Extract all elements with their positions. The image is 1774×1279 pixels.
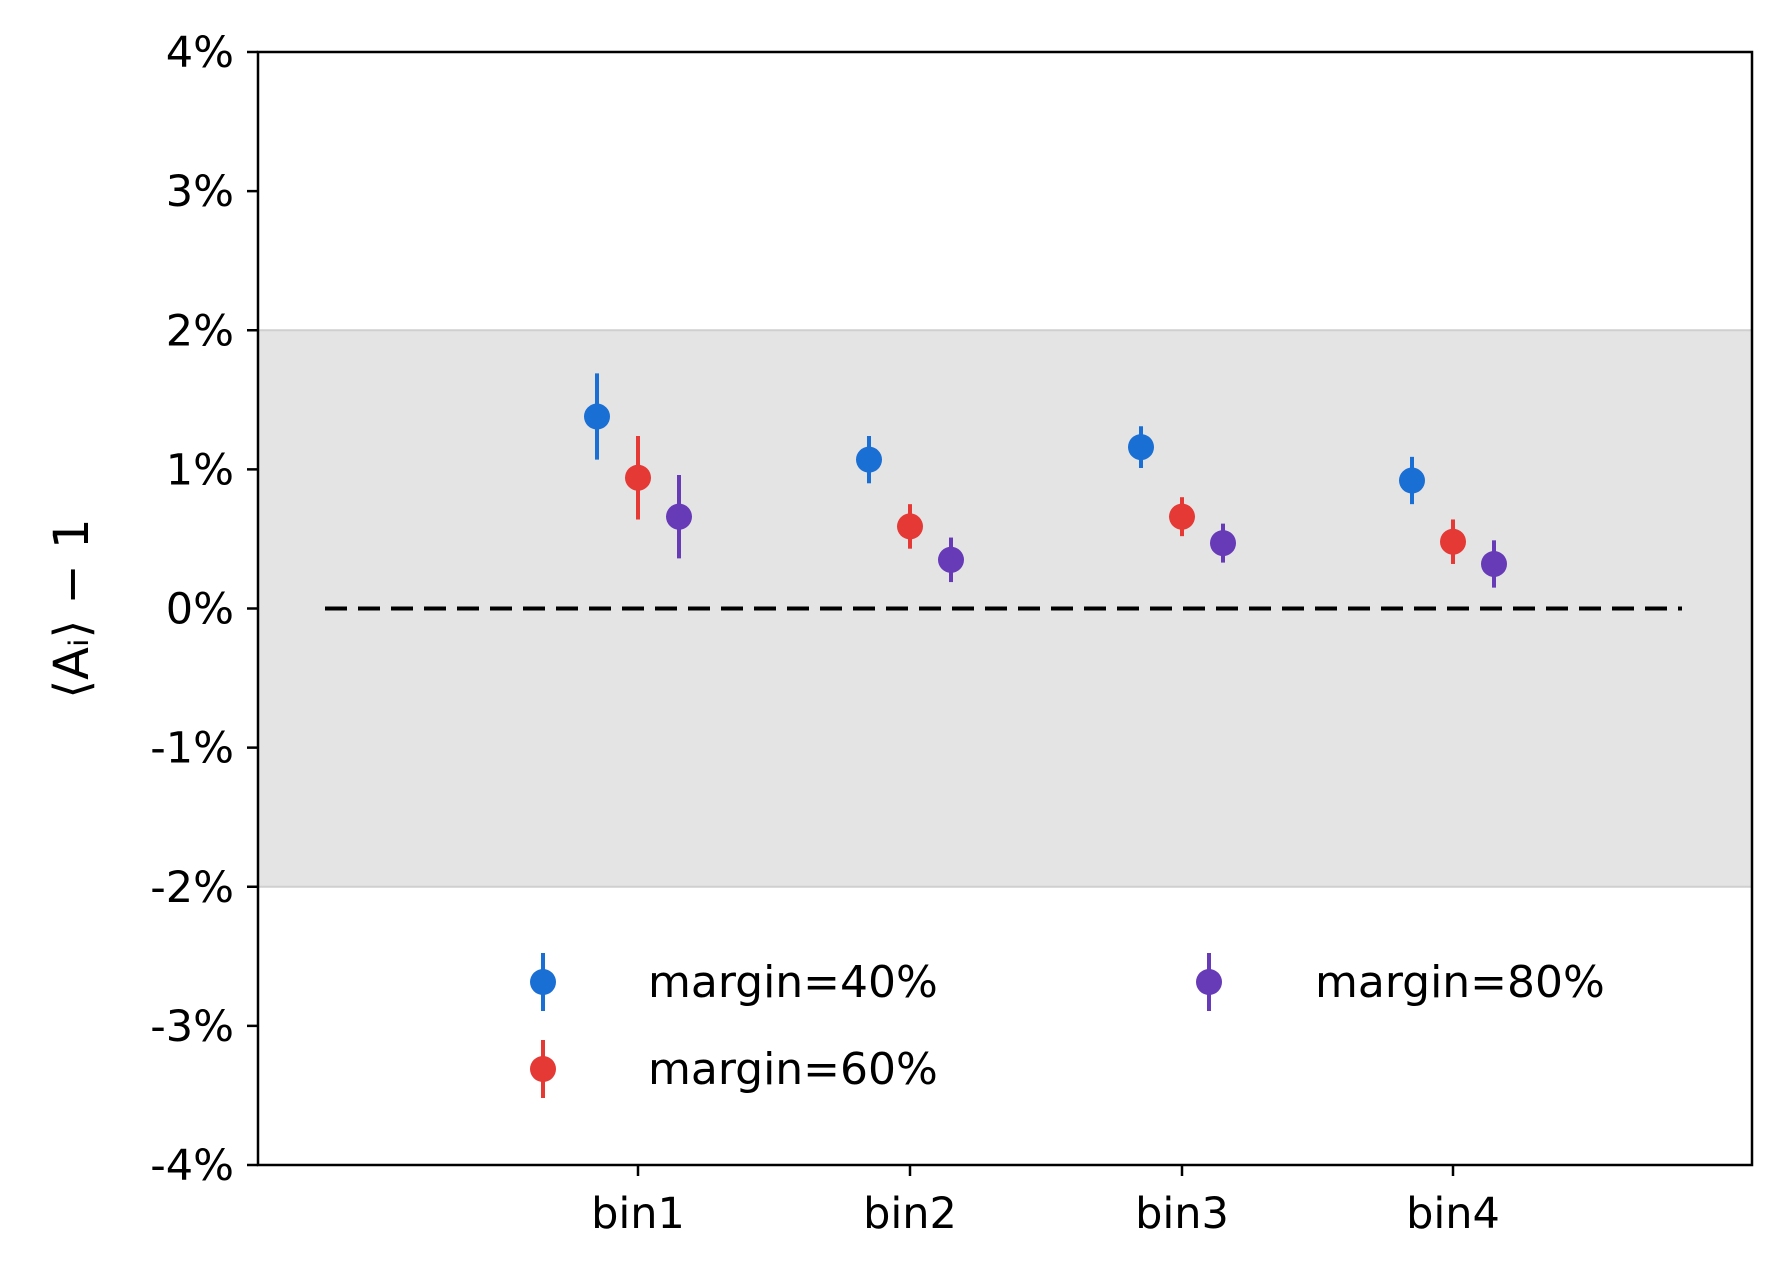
y-tick-label: -1% [150,724,234,774]
legend-label: margin=80% [1315,957,1605,1008]
data-point-3-bin1 [666,474,692,559]
x-tick-label: bin2 [863,1189,957,1239]
y-tick-label: 0% [166,585,234,635]
legend-label: margin=40% [648,957,938,1008]
x-tick-label: bin1 [591,1189,685,1239]
data-marker [1481,550,1507,577]
data-marker [584,403,610,430]
x-tick-label: bin3 [1135,1189,1229,1239]
legend-item-3: margin=80% [1196,953,1605,1011]
data-point-3-bin2 [938,537,964,583]
y-tick-label: 2% [166,306,234,356]
legend-item-1: margin=40% [530,953,938,1011]
data-marker [1440,528,1466,555]
data-point-1-bin4 [1399,456,1425,505]
data-marker [1210,530,1236,557]
y-tick-label: -3% [150,1002,234,1052]
legend-marker [1196,969,1222,995]
data-point-1-bin3 [1128,426,1154,468]
data-marker [666,503,692,530]
data-point-3-bin3 [1210,523,1236,563]
data-point-3-bin4 [1481,540,1507,588]
data-marker [856,446,882,473]
data-point-2-bin4 [1440,519,1466,564]
y-tick-label: 3% [166,167,234,217]
legend: margin=40% margin=60% margin=80% [530,953,1605,1098]
data-point-1-bin1 [584,373,610,460]
x-ticks-layer: bin1 bin2 bin3 bin4 [591,1165,1500,1239]
data-marker [1128,434,1154,461]
data-point-2-bin2 [897,504,923,549]
y-tick-label: -4% [150,1141,234,1191]
legend-item-2: margin=60% [530,1040,938,1098]
x-tick-label: bin4 [1406,1189,1500,1239]
legend-label: margin=60% [648,1044,938,1095]
legend-marker [530,969,556,995]
legend-marker [530,1056,556,1082]
data-point-2-bin3 [1169,497,1195,537]
data-marker [938,546,964,573]
y-tick-label: 4% [166,28,234,78]
data-marker [625,464,651,491]
y-axis-label: ⟨Aᵢ⟩ − 1 [44,518,100,698]
data-point-2-bin1 [625,435,651,520]
data-points-layer [584,373,1507,588]
data-marker [1399,467,1425,494]
data-point-1-bin2 [856,435,882,484]
y-tick-label: 1% [166,445,234,495]
data-marker [897,513,923,540]
y-tick-label: -2% [150,863,234,913]
y-ticks-layer: 4% 3% 2% 1% 0% -1% -2% -3% -4% [150,28,258,1191]
data-marker [1169,503,1195,530]
